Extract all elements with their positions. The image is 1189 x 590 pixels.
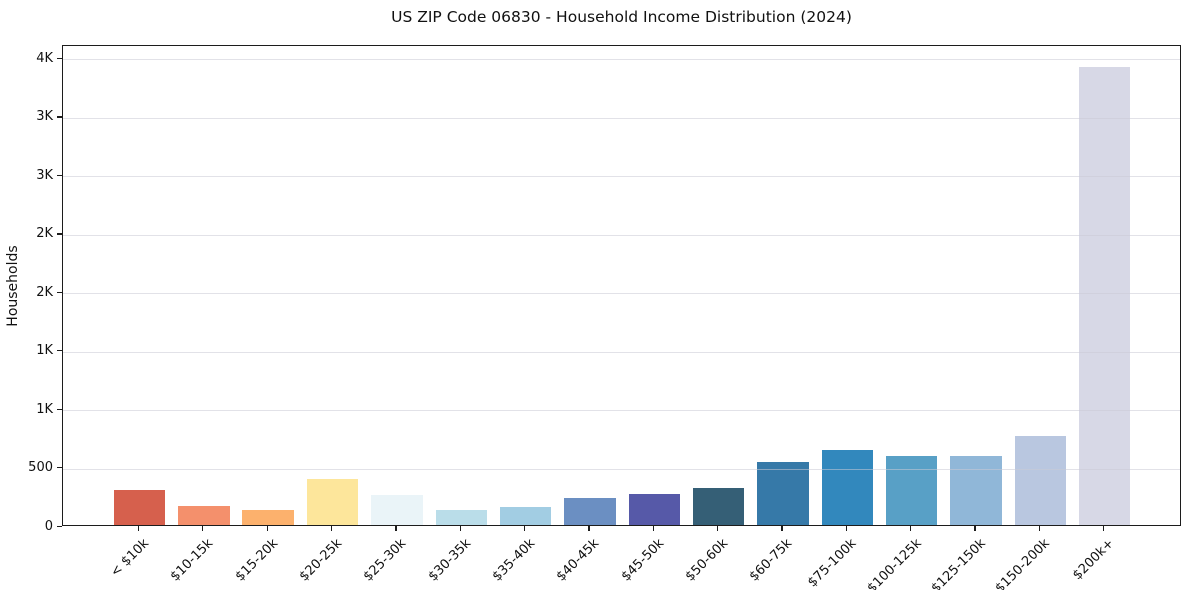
y-tick-mark (57, 408, 62, 410)
y-tick-label: 2K (36, 226, 53, 242)
bar-$75-100k (821, 450, 874, 525)
bar-$35-40k (499, 507, 552, 525)
x-tick-mark (910, 526, 912, 531)
x-tick-label: $45-50k (618, 536, 667, 585)
x-tick-mark (266, 526, 268, 531)
y-tick-label: 3K (36, 109, 53, 125)
x-tick-mark (459, 526, 461, 531)
y-tick-label: 3K (36, 167, 53, 183)
x-tick-mark (523, 526, 526, 531)
x-tick-label: $100-125k (864, 536, 925, 590)
bar-$10-15k (178, 506, 230, 525)
y-tick-label: 2K (36, 284, 53, 300)
gridline-3500 (63, 117, 1180, 119)
plot-area (62, 45, 1181, 526)
bar-$40-45k (564, 498, 616, 525)
x-tick-label: < $10k (108, 536, 153, 581)
y-tick-label: 1K (36, 401, 53, 417)
x-tick-mark (781, 526, 783, 531)
y-tick-mark (57, 350, 62, 352)
bar-$25-30k (371, 494, 423, 525)
y-tick-mark (57, 233, 62, 235)
y-tick-mark (57, 467, 62, 469)
x-tick-mark (974, 526, 976, 531)
y-tick-mark (57, 116, 62, 118)
x-tick-label: $75-100k (805, 536, 860, 590)
x-tick-mark (330, 526, 333, 531)
gridline-1000 (63, 410, 1180, 412)
x-tick-label: $15-20k (232, 536, 281, 585)
x-tick-label: $35-40k (489, 536, 539, 585)
y-tick-label: 1K (36, 343, 53, 359)
bar-$20-25k (306, 479, 359, 525)
y-tick-mark (57, 525, 62, 527)
y-tick-mark (57, 57, 62, 60)
gridline-4000 (63, 59, 1180, 61)
x-tick-mark (1038, 526, 1041, 531)
y-tick-label: 4K (36, 50, 53, 66)
x-tick-label: $25-30k (361, 536, 410, 585)
y-tick-mark (57, 291, 62, 294)
x-tick-label: $60-75k (747, 536, 796, 585)
bar-$45-50k (628, 494, 681, 525)
x-tick-label: $200k+ (1070, 536, 1118, 584)
bar-$150-200k (1014, 436, 1067, 525)
y-tick-label: 0 (44, 518, 53, 534)
bar-$60-75k (757, 461, 809, 525)
x-tick-label: $10-15k (167, 536, 217, 585)
y-tick-label: 500 (28, 460, 53, 476)
x-tick-mark (1103, 526, 1105, 531)
x-tick-mark (395, 526, 397, 531)
gridline-2000 (63, 293, 1180, 295)
bar-$200k+ (1079, 66, 1131, 525)
x-tick-label: $125-150k (928, 536, 989, 590)
x-tick-label: $20-25k (296, 536, 346, 585)
bar-$100-125k (885, 456, 938, 525)
bar-$15-20k (242, 510, 294, 525)
x-tick-label: $40-45k (554, 536, 603, 585)
x-tick-label: $30-35k (425, 536, 474, 585)
bar-$50-60k (692, 488, 745, 525)
x-tick-mark (137, 526, 140, 531)
bar-< $10k (113, 489, 166, 525)
x-tick-mark (652, 526, 654, 531)
y-tick-mark (57, 174, 62, 177)
x-tick-label: $50-60k (682, 536, 732, 585)
chart-title: US ZIP Code 06830 - Household Income Dis… (391, 8, 852, 26)
gridline-2500 (63, 234, 1180, 236)
bar-$125-150k (950, 456, 1002, 525)
gridline-1500 (63, 351, 1180, 353)
x-tick-mark (717, 526, 719, 531)
gridline-500 (63, 468, 1180, 470)
x-tick-label: $150-200k (992, 536, 1053, 590)
bar-$30-35k (435, 509, 487, 525)
x-tick-mark (588, 526, 590, 531)
x-tick-mark (845, 526, 847, 531)
x-tick-mark (202, 526, 204, 531)
gridline-3000 (63, 176, 1180, 178)
